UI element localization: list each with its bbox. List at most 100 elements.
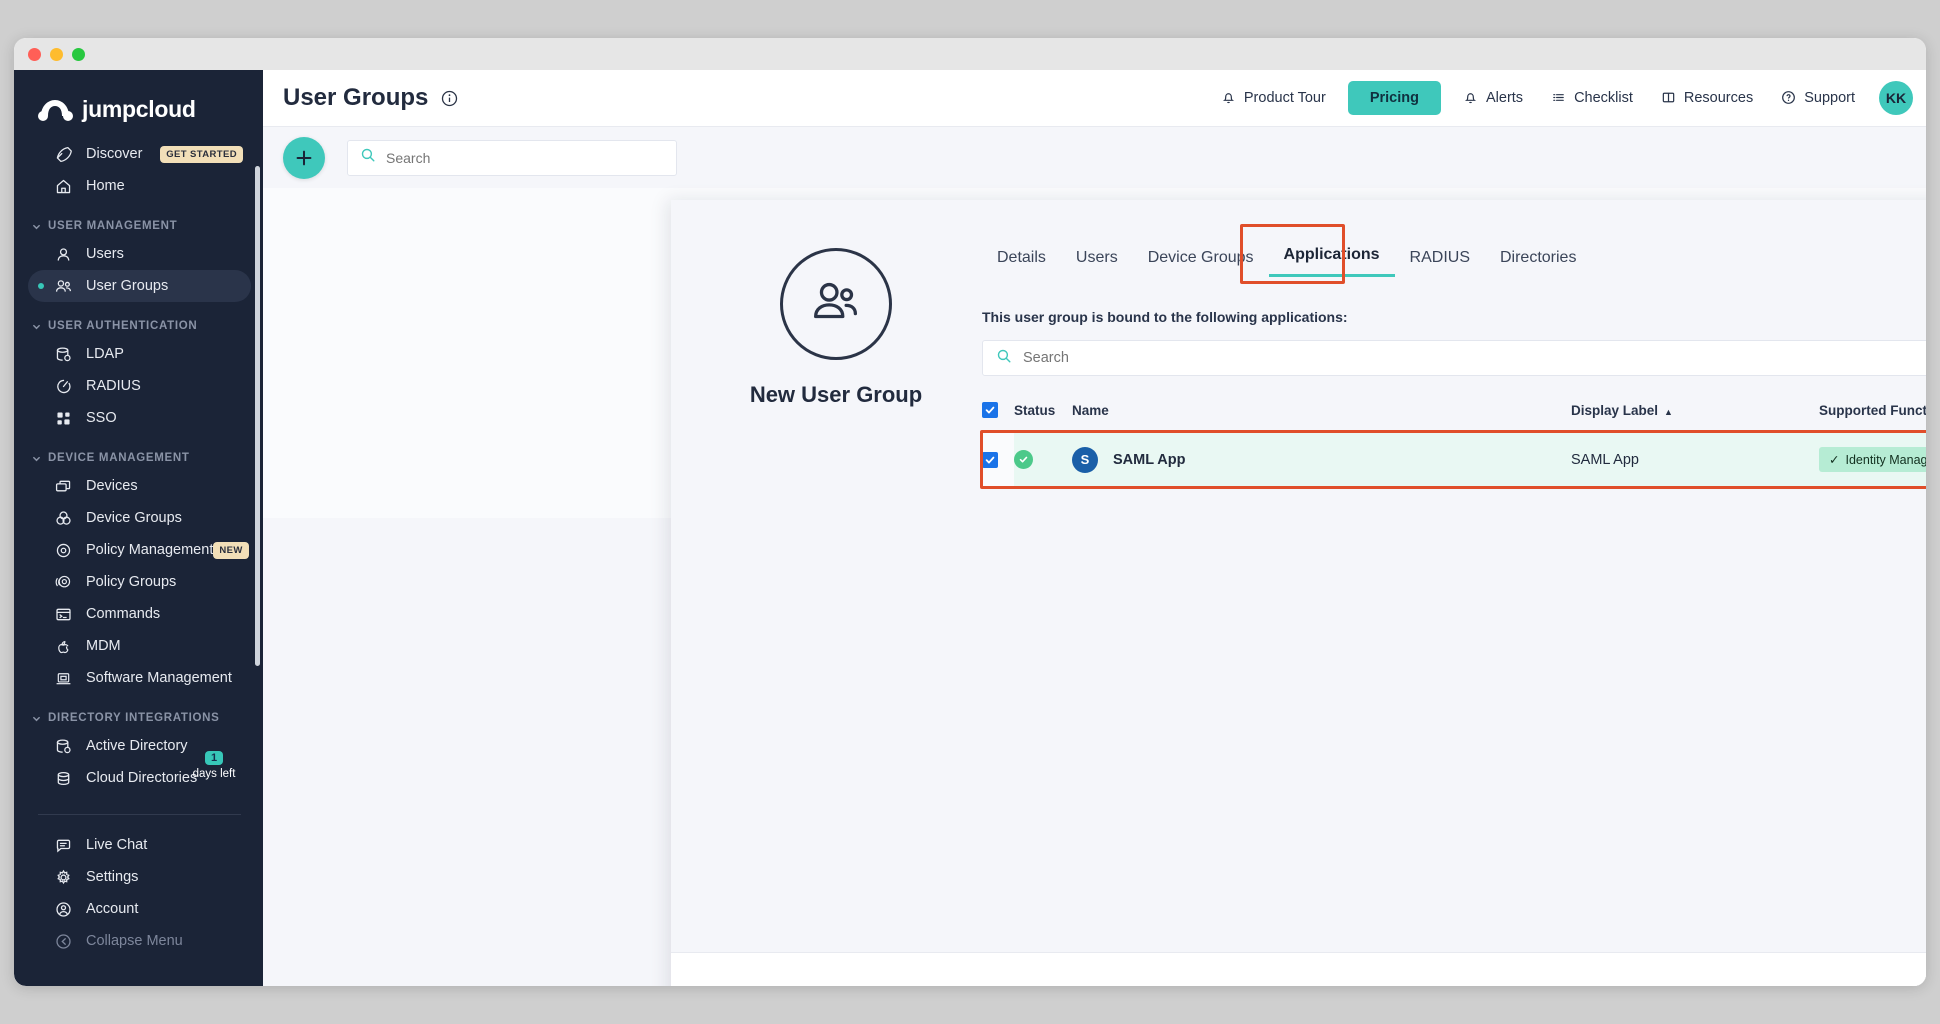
topbar-item-label: Support bbox=[1804, 90, 1855, 106]
topbar-item-label: Checklist bbox=[1574, 90, 1633, 106]
user-icon bbox=[52, 243, 74, 265]
tab-device-groups[interactable]: Device Groups bbox=[1147, 249, 1254, 266]
tab-users[interactable]: Users bbox=[1075, 249, 1118, 266]
sidebar-item-device-groups[interactable]: Device Groups bbox=[28, 502, 251, 534]
trial-days-left: 1 days left bbox=[185, 748, 243, 780]
check-icon: ✓ bbox=[1829, 453, 1840, 467]
sidebar-item-policy-management[interactable]: Policy Management NEW bbox=[28, 534, 251, 566]
functionality-badge: ✓ Identity Management bbox=[1819, 447, 1926, 472]
product-tour-button[interactable]: Product Tour bbox=[1207, 70, 1340, 126]
sidebar-item-users[interactable]: Users bbox=[28, 238, 251, 270]
sidebar-item-live-chat[interactable]: Live Chat bbox=[28, 829, 251, 861]
user-groups-search[interactable] bbox=[347, 139, 677, 176]
sidebar-item-label: SSO bbox=[86, 410, 117, 426]
sidebar-item-label: Live Chat bbox=[86, 837, 148, 853]
device-group-icon bbox=[52, 507, 74, 529]
topbar-item-label: Product Tour bbox=[1243, 90, 1326, 106]
user-group-icon bbox=[805, 271, 867, 338]
search-input[interactable] bbox=[386, 149, 676, 166]
chevron-down-icon bbox=[32, 322, 41, 331]
table-row[interactable]: S SAML App SAML App ✓ Identity Managemen… bbox=[982, 432, 1926, 487]
sidebar-item-software-management[interactable]: Software Management bbox=[28, 662, 251, 694]
bell-icon bbox=[1221, 90, 1237, 106]
help-icon bbox=[1781, 90, 1797, 106]
tab-radius[interactable]: RADIUS bbox=[1409, 249, 1470, 266]
sidebar-divider bbox=[38, 814, 241, 815]
sidebar-nav: Discover GET STARTED Home USER MANAGEMEN… bbox=[14, 138, 263, 957]
user-avatar[interactable]: KK bbox=[1879, 81, 1913, 115]
row-status bbox=[1014, 450, 1072, 469]
sidebar-section-directory-integrations[interactable]: DIRECTORY INTEGRATIONS bbox=[32, 712, 263, 724]
sidebar-item-cloud-directories[interactable]: Cloud Directories bbox=[28, 762, 251, 794]
sidebar-item-label: Commands bbox=[86, 606, 161, 622]
row-app-name: SAML App bbox=[1113, 451, 1186, 468]
sidebar-item-account[interactable]: Account bbox=[28, 893, 251, 925]
column-status[interactable]: Status bbox=[1014, 402, 1056, 418]
alerts-button[interactable]: Alerts bbox=[1449, 70, 1537, 126]
sidebar-section-user-authentication[interactable]: USER AUTHENTICATION bbox=[32, 320, 263, 332]
tab-directories[interactable]: Directories bbox=[1499, 249, 1577, 266]
sidebar-item-home[interactable]: Home bbox=[28, 170, 251, 202]
sidebar-item-label: Settings bbox=[86, 869, 139, 885]
user-group-modal: New User Group Details Users Device Grou… bbox=[671, 200, 1926, 986]
trial-days-number: 1 bbox=[204, 751, 224, 765]
row-checkbox[interactable] bbox=[982, 451, 998, 468]
rocket-icon bbox=[52, 143, 74, 165]
brand-logo[interactable]: jumpcloud bbox=[14, 70, 263, 122]
sidebar-item-label: LDAP bbox=[86, 346, 124, 362]
sidebar-item-sso[interactable]: SSO bbox=[28, 402, 251, 434]
resources-button[interactable]: Resources bbox=[1647, 70, 1767, 126]
bell-icon bbox=[1463, 90, 1479, 106]
tab-applications[interactable]: Applications bbox=[1268, 246, 1395, 277]
column-supported-functionality[interactable]: Supported Functionality bbox=[1819, 402, 1926, 418]
application-window: jumpcloud Discover GET STARTED bbox=[14, 38, 1926, 986]
sidebar-item-label: Users bbox=[86, 246, 124, 262]
sidebar-item-mdm[interactable]: MDM bbox=[28, 630, 251, 662]
sidebar-item-devices[interactable]: Devices bbox=[28, 470, 251, 502]
sidebar-item-user-groups[interactable]: User Groups bbox=[28, 270, 251, 302]
search-icon bbox=[360, 147, 376, 168]
sidebar-item-label: Cloud Directories bbox=[86, 770, 198, 786]
applications-search[interactable] bbox=[982, 340, 1926, 376]
sidebar-item-policy-groups[interactable]: Policy Groups bbox=[28, 566, 251, 598]
list-toolbar bbox=[263, 127, 1926, 188]
sidebar-scrollbar[interactable] bbox=[255, 166, 260, 666]
sidebar-item-settings[interactable]: Settings bbox=[28, 861, 251, 893]
row-functionality-cell: ✓ Identity Management bbox=[1819, 447, 1926, 472]
sidebar-item-ldap[interactable]: LDAP bbox=[28, 338, 251, 370]
row-select-cell bbox=[982, 432, 1014, 487]
info-icon[interactable] bbox=[441, 90, 458, 107]
maximize-window-button[interactable] bbox=[72, 48, 85, 61]
app-logo-icon: S bbox=[1072, 446, 1098, 473]
close-window-button[interactable] bbox=[28, 48, 41, 61]
functionality-label: Identity Management bbox=[1845, 452, 1926, 467]
checklist-button[interactable]: Checklist bbox=[1537, 70, 1647, 126]
search-input[interactable] bbox=[1023, 350, 1926, 366]
sidebar-item-active-directory[interactable]: Active Directory bbox=[28, 730, 251, 762]
collapse-icon bbox=[52, 930, 74, 952]
table-row-wrapper: S SAML App SAML App ✓ Identity Managemen… bbox=[980, 430, 1926, 489]
column-name[interactable]: Name bbox=[1072, 402, 1109, 418]
sidebar-item-discover[interactable]: Discover GET STARTED bbox=[28, 138, 251, 170]
minimize-window-button[interactable] bbox=[50, 48, 63, 61]
status-badge bbox=[1014, 450, 1033, 469]
sidebar-item-radius[interactable]: RADIUS bbox=[28, 370, 251, 402]
table-header: Status Name Display Label ▲ Supported Fun… bbox=[982, 390, 1926, 430]
trial-days-label: days left bbox=[192, 768, 236, 780]
pricing-button[interactable]: Pricing bbox=[1347, 81, 1441, 115]
account-icon bbox=[52, 898, 74, 920]
add-user-group-button[interactable] bbox=[283, 136, 325, 179]
sidebar-section-title: DEVICE MANAGEMENT bbox=[48, 452, 190, 464]
sidebar-item-commands[interactable]: Commands bbox=[28, 598, 251, 630]
column-display-label[interactable]: Display Label ▲ bbox=[1571, 403, 1819, 418]
sidebar-section-title: USER MANAGEMENT bbox=[48, 220, 178, 232]
sidebar: jumpcloud Discover GET STARTED bbox=[14, 70, 263, 986]
sidebar-item-collapse-menu[interactable]: Collapse Menu bbox=[28, 925, 251, 957]
sidebar-item-label: User Groups bbox=[86, 278, 169, 294]
sidebar-section-device-management[interactable]: DEVICE MANAGEMENT bbox=[32, 452, 263, 464]
select-all-checkbox[interactable] bbox=[982, 402, 998, 418]
tab-details[interactable]: Details bbox=[997, 249, 1046, 266]
sidebar-section-user-management[interactable]: USER MANAGEMENT bbox=[32, 220, 263, 232]
sort-ascending-icon: ▲ bbox=[1664, 406, 1673, 417]
support-button[interactable]: Support bbox=[1767, 70, 1869, 126]
